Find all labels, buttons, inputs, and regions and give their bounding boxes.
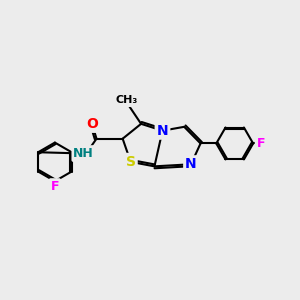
Text: N: N [185,157,197,171]
Text: NH: NH [73,147,94,160]
Text: N: N [157,124,168,138]
Text: CH₃: CH₃ [115,95,137,105]
Text: F: F [51,180,59,193]
Text: S: S [126,155,136,169]
Text: O: O [86,117,98,131]
Text: F: F [256,137,265,150]
